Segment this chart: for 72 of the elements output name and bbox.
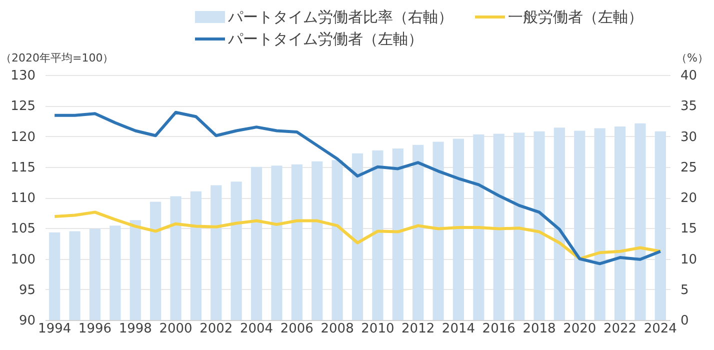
bar (271, 166, 282, 320)
bar (594, 128, 606, 320)
bar (614, 126, 626, 320)
y2-tick-label: 35 (680, 99, 698, 114)
bar (634, 123, 646, 320)
y2-tick-label: 40 (680, 68, 698, 84)
line-series (53, 110, 662, 266)
y-tick-label: 100 (10, 252, 36, 268)
y-tick-label: 125 (10, 99, 36, 114)
x-tick-label: 2004 (240, 322, 274, 336)
bar (534, 131, 545, 320)
y-tick-label: 95 (18, 282, 36, 298)
x-tick-label: 2010 (361, 322, 394, 336)
line-series (53, 210, 662, 260)
bar (170, 196, 182, 320)
bar (432, 142, 444, 320)
x-tick-label: 2024 (644, 322, 677, 336)
bar (110, 226, 121, 320)
x-tick-label: 2014 (442, 322, 476, 336)
x-tick-label: 2012 (402, 322, 435, 336)
bar (210, 185, 222, 320)
y2-tick-label: 15 (680, 222, 698, 237)
y-tick-label: 110 (10, 191, 36, 206)
bar (230, 182, 242, 320)
y2-tick-label: 10 (680, 252, 698, 268)
x-tick-label: 2006 (280, 322, 314, 336)
bar (89, 228, 101, 320)
x-tick-label: 1994 (38, 322, 72, 336)
y2-tick-label: 30 (680, 130, 698, 145)
bar (452, 138, 464, 320)
bar (312, 161, 323, 320)
bar (473, 134, 484, 320)
y2-axis-title: （%） (676, 52, 708, 64)
y2-tick-label: 25 (680, 160, 698, 176)
y-tick-label: 115 (10, 160, 36, 176)
bar (514, 132, 525, 320)
legend-label: 一般労働者（左軸） (508, 8, 643, 26)
y-tick-label: 120 (10, 130, 36, 145)
bar (654, 131, 666, 320)
bar (332, 160, 343, 320)
bar (352, 153, 364, 320)
bar (574, 130, 586, 320)
bar (69, 231, 80, 320)
x-tick-label: 2000 (159, 322, 192, 336)
x-tick-label: 1996 (78, 322, 112, 336)
x-tick-label: 2022 (603, 322, 637, 336)
y-tick-label: 130 (10, 68, 36, 84)
y2-tick-label: 0 (680, 314, 689, 328)
bar (291, 164, 302, 320)
bar (392, 148, 404, 320)
bar (372, 150, 384, 320)
x-tick-label: 1998 (118, 322, 152, 336)
bar (130, 220, 141, 320)
bar (493, 134, 504, 320)
bar (412, 144, 424, 320)
x-tick-label: 2016 (482, 322, 516, 336)
x-tick-label: 2002 (200, 322, 233, 336)
y2-tick-label: 5 (680, 282, 689, 298)
bar (150, 202, 162, 320)
y-tick-label: 90 (18, 314, 36, 328)
bar (49, 232, 60, 320)
legend-label: パートタイム労働者比率（右軸） (227, 8, 453, 26)
bar (250, 166, 262, 320)
bar (190, 191, 202, 320)
x-tick-label: 2008 (320, 322, 354, 336)
y-tick-label: 105 (10, 222, 36, 237)
bar (554, 128, 565, 320)
y2-tick-label: 20 (680, 191, 698, 206)
legend-label: パートタイム労働者（左軸） (227, 30, 423, 48)
y-axis-title: （2020年平均=100） (0, 52, 114, 64)
x-tick-label: 2018 (522, 322, 556, 336)
x-tick-label: 2020 (563, 322, 596, 336)
